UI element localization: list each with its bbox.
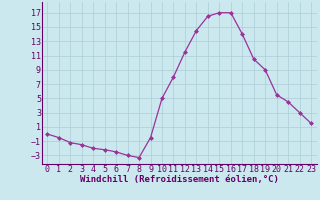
X-axis label: Windchill (Refroidissement éolien,°C): Windchill (Refroidissement éolien,°C) (80, 175, 279, 184)
